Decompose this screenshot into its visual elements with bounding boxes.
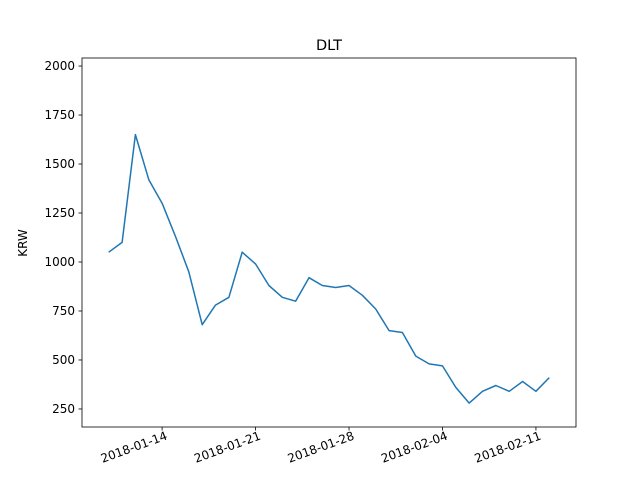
y-tick-label: 1250 bbox=[44, 206, 75, 220]
y-tick-label: 500 bbox=[52, 353, 75, 367]
plot-frame bbox=[81, 57, 577, 428]
line bbox=[108, 133, 550, 404]
y-tick-label: 1750 bbox=[44, 108, 75, 122]
chart-title: DLT bbox=[316, 38, 342, 54]
y-tick-label: 2000 bbox=[44, 59, 75, 73]
y-axis-label: KRW bbox=[16, 229, 30, 257]
y-tick-label: 1000 bbox=[44, 255, 75, 269]
y-tick-label: 250 bbox=[52, 402, 75, 416]
y-tick-label: 1500 bbox=[44, 157, 75, 171]
y-tick-label: 750 bbox=[52, 304, 75, 318]
